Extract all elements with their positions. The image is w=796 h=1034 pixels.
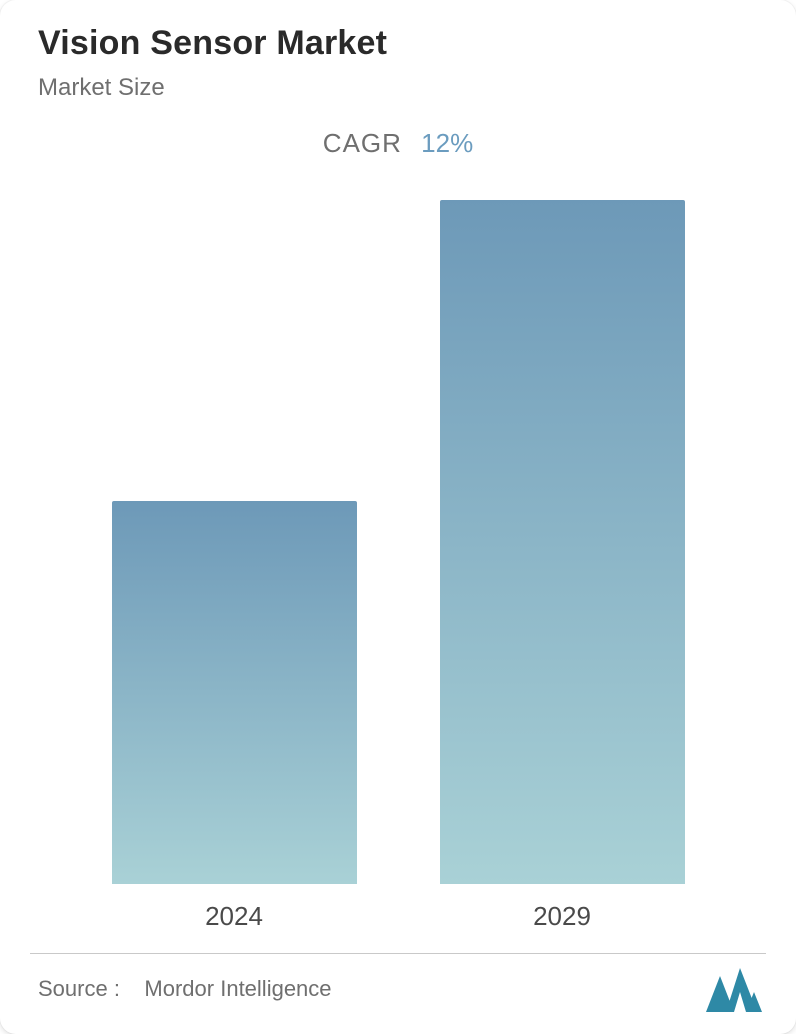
cagr-row: CAGR 12%	[0, 128, 796, 159]
logo-svg	[706, 968, 762, 1012]
footer-divider	[30, 953, 766, 954]
chart-area	[70, 200, 726, 884]
x-axis: 2024 2029	[70, 901, 726, 932]
bar-0	[112, 501, 357, 884]
x-tick-1: 2029	[414, 901, 709, 932]
cagr-value: 12%	[421, 128, 473, 158]
bar-col-0	[86, 501, 381, 884]
bar-1	[440, 200, 685, 884]
source-name: Mordor Intelligence	[144, 976, 331, 1001]
bar-group	[70, 200, 726, 884]
chart-card: Vision Sensor Market Market Size CAGR 12…	[0, 0, 796, 1034]
cagr-label: CAGR	[323, 128, 402, 158]
source-prefix: Source :	[38, 976, 120, 1001]
bar-col-1	[414, 200, 709, 884]
brand-logo-icon	[706, 968, 762, 1012]
x-tick-0: 2024	[86, 901, 381, 932]
chart-subtitle: Market Size	[38, 74, 165, 102]
source-line: Source : Mordor Intelligence	[38, 976, 332, 1002]
chart-title: Vision Sensor Market	[38, 24, 387, 63]
